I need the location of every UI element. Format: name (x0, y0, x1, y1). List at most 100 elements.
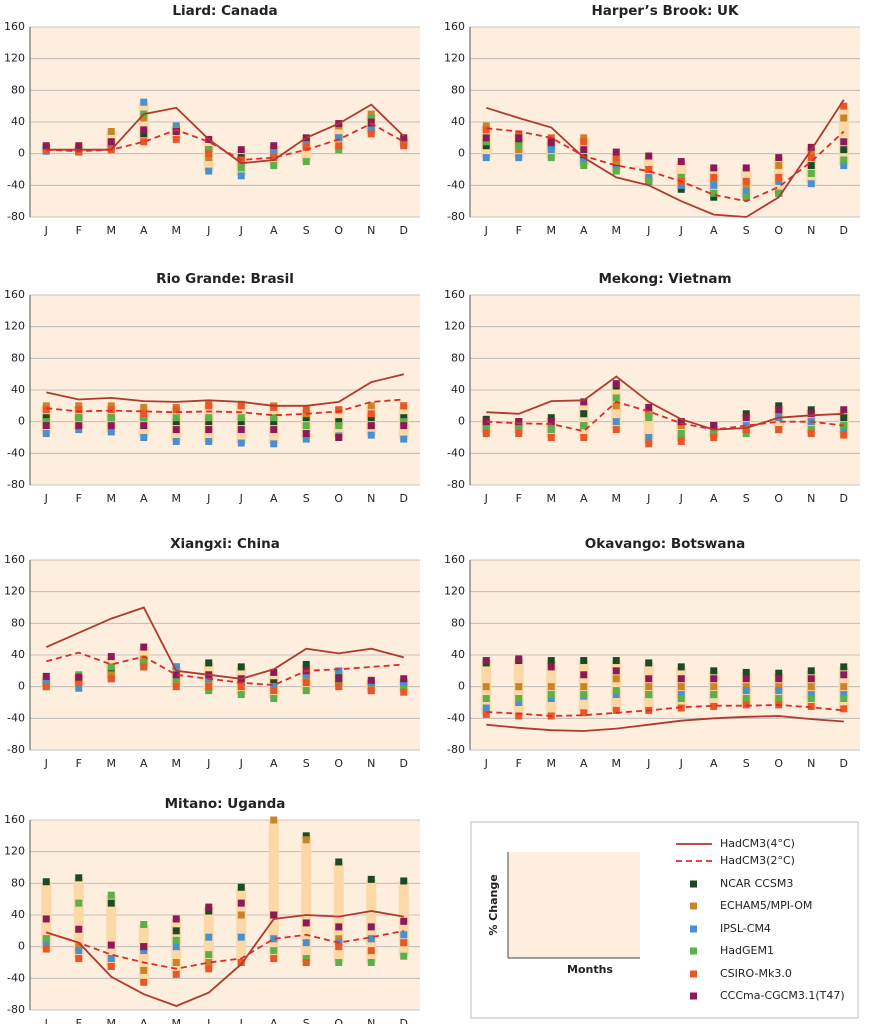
marker (367, 923, 375, 931)
x-tick-label: S (743, 492, 750, 505)
marker (580, 671, 588, 679)
marker (580, 657, 588, 665)
x-tick-label: S (743, 757, 750, 770)
marker (775, 162, 783, 170)
marker (807, 150, 815, 158)
marker (482, 138, 490, 146)
x-tick-label: J (484, 224, 488, 237)
marker (400, 952, 408, 960)
series-line (486, 715, 844, 732)
x-tick-label: J (239, 224, 243, 237)
marker (580, 162, 588, 170)
marker (547, 663, 555, 671)
marker (302, 959, 310, 966)
marker (107, 422, 115, 430)
marker (140, 978, 148, 986)
x-tick-label: M (612, 224, 622, 237)
marker (840, 431, 848, 439)
marker (580, 158, 588, 166)
marker (335, 667, 343, 675)
series-line (45, 606, 405, 680)
marker (172, 927, 180, 935)
marker (612, 667, 620, 675)
marker (140, 410, 148, 418)
marker (677, 663, 685, 671)
marker (840, 406, 848, 414)
x-tick-label: J (44, 492, 48, 505)
marker (172, 437, 180, 445)
marker (42, 418, 50, 426)
marker (400, 418, 408, 426)
marker (807, 154, 815, 162)
x-tick-label: A (580, 224, 588, 237)
marker (270, 426, 278, 434)
y-tick-label: 160 (4, 553, 25, 566)
marker (645, 173, 653, 181)
marker (270, 142, 278, 150)
marker (807, 410, 815, 418)
marker (612, 158, 620, 166)
marker (840, 683, 848, 691)
y-tick-label: -80 (447, 743, 465, 756)
marker (612, 380, 620, 388)
marker (515, 142, 523, 150)
x-tick-label: J (44, 1017, 48, 1024)
marker (710, 702, 718, 710)
marker (482, 122, 490, 130)
y-tick-label: 120 (444, 585, 465, 598)
y-tick-label: 160 (4, 288, 25, 301)
marker (580, 410, 588, 418)
marker (270, 695, 278, 703)
y-tick-label: -80 (447, 478, 465, 491)
marker (302, 414, 310, 422)
marker (840, 426, 848, 434)
x-tick-label: M (107, 1017, 117, 1024)
marker (742, 193, 750, 201)
marker (807, 426, 815, 434)
x-tick-label: S (743, 224, 750, 237)
legend-label: CCCma-CGCM3.1(T47) (720, 989, 845, 1002)
marker (335, 418, 343, 426)
x-tick-label: O (334, 224, 343, 237)
marker (840, 156, 848, 164)
marker (612, 691, 620, 699)
panel-title: Mekong: Vietnam (598, 271, 731, 287)
y-tick-label: 40 (451, 648, 465, 661)
marker (677, 422, 685, 430)
marker (400, 931, 408, 939)
marker (580, 691, 588, 699)
marker (515, 418, 523, 426)
marker (107, 899, 115, 907)
marker (840, 162, 848, 170)
marker (547, 691, 555, 699)
marker (742, 675, 750, 683)
marker (107, 128, 115, 135)
x-tick-label: M (107, 224, 117, 237)
marker (140, 921, 148, 928)
y-tick-label: 0 (18, 940, 25, 953)
panel-title: Rio Grande: Brasil (156, 271, 294, 287)
x-tick-label: M (172, 492, 182, 505)
marker (482, 710, 490, 718)
marker (335, 434, 343, 441)
marker (107, 675, 115, 683)
x-tick-label: F (76, 224, 82, 237)
x-tick-label: J (239, 1017, 243, 1024)
y-tick-label: 0 (18, 680, 25, 693)
marker (302, 143, 310, 151)
marker (515, 699, 523, 706)
marker (42, 679, 50, 687)
marker (807, 162, 815, 170)
marker (140, 130, 148, 138)
panel: Liard: Canada -80 -40 0 40 80 120 160 J F M A M J J A S O… (4, 3, 420, 237)
marker (645, 166, 653, 173)
marker (677, 173, 685, 181)
marker (75, 874, 83, 882)
marker (172, 122, 180, 130)
y-tick-label: 80 (451, 351, 465, 364)
marker (482, 142, 490, 150)
marker (172, 406, 180, 414)
marker (515, 655, 523, 663)
marker (75, 955, 83, 963)
marker (335, 959, 343, 966)
